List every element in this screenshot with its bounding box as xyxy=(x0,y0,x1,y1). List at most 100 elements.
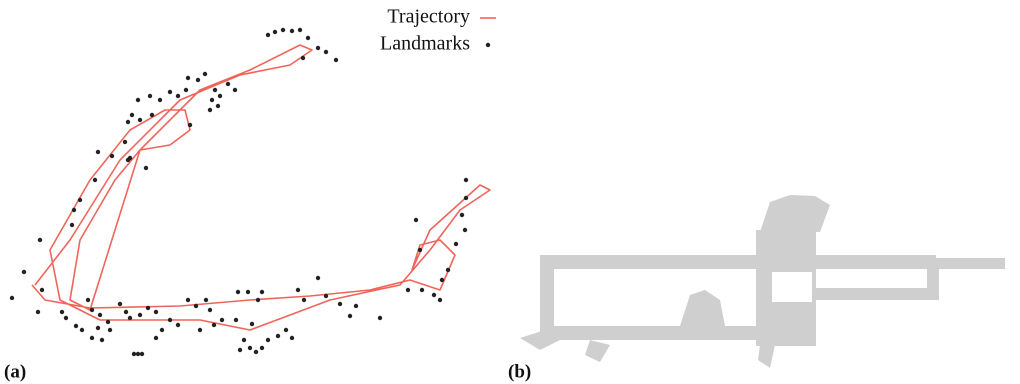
landmark-point xyxy=(136,98,140,102)
landmark-point xyxy=(298,28,302,32)
landmark-point xyxy=(463,228,467,232)
landmark-point xyxy=(64,316,68,320)
landmark-point xyxy=(306,36,310,40)
landmark-point xyxy=(210,98,214,102)
landmark-point xyxy=(130,113,134,117)
landmark-point xyxy=(198,328,202,332)
landmark-point xyxy=(213,88,217,92)
landmark-point xyxy=(60,310,64,314)
landmark-point xyxy=(126,120,130,124)
landmark-point xyxy=(194,304,198,308)
map-open-area xyxy=(680,290,725,326)
landmark-point xyxy=(184,88,188,92)
legend-label: Trajectory xyxy=(387,6,470,28)
landmark-point xyxy=(154,310,158,314)
map-corridor xyxy=(816,288,936,300)
landmark-point xyxy=(254,350,258,354)
landmark-point xyxy=(216,104,220,108)
landmark-point xyxy=(256,298,260,302)
landmark-point xyxy=(93,178,97,182)
landmark-point xyxy=(464,178,468,182)
legend-marker xyxy=(486,43,490,47)
landmark-point xyxy=(148,94,152,98)
landmark-point xyxy=(273,30,277,34)
landmark-point xyxy=(110,154,114,158)
landmark-point xyxy=(140,352,144,356)
landmark-point xyxy=(324,294,328,298)
landmark-point xyxy=(98,313,102,317)
landmark-point xyxy=(302,298,306,302)
landmark-point xyxy=(168,318,172,322)
landmark-point xyxy=(204,298,208,302)
landmark-point xyxy=(420,288,424,292)
landmark-point xyxy=(124,310,128,314)
landmark-point xyxy=(118,302,122,306)
map-open-area xyxy=(585,340,610,362)
landmark-point xyxy=(316,46,320,50)
landmark-point xyxy=(248,346,252,350)
landmark-point xyxy=(290,29,294,33)
figure: (a) (b) TrajectoryLandmarks xyxy=(0,0,1020,384)
landmark-point xyxy=(284,328,288,332)
landmark-point xyxy=(460,213,464,217)
landmark-point xyxy=(276,334,280,338)
landmark-point xyxy=(348,314,352,318)
landmark-point xyxy=(290,336,294,340)
landmark-point xyxy=(250,322,254,326)
landmark-point xyxy=(316,276,320,280)
landmark-point xyxy=(36,310,40,314)
landmark-point xyxy=(266,33,270,37)
landmark-point xyxy=(440,278,444,282)
landmark-point xyxy=(150,113,154,117)
map-corridor xyxy=(930,258,1005,269)
landmark-point xyxy=(90,336,94,340)
landmark-point xyxy=(378,316,382,320)
landmark-point xyxy=(438,298,442,302)
landmark-point xyxy=(281,28,285,32)
landmark-point xyxy=(324,50,328,54)
occupancy-map xyxy=(520,195,1005,368)
landmark-point xyxy=(260,346,264,350)
landmark-point xyxy=(72,208,76,212)
landmark-point xyxy=(220,318,224,322)
landmark-point xyxy=(38,238,42,242)
landmark-point xyxy=(168,90,172,94)
landmark-point xyxy=(74,324,78,328)
landmark-point xyxy=(96,150,100,154)
landmark-point xyxy=(138,313,142,317)
map-corridor xyxy=(816,255,936,269)
map-open-area xyxy=(758,345,775,368)
map-corridor xyxy=(540,255,765,269)
panel-label: (a) xyxy=(4,361,26,382)
landmark-point xyxy=(334,58,338,62)
landmark-point xyxy=(266,338,270,342)
landmark-point xyxy=(10,296,14,300)
landmark-point xyxy=(188,123,192,127)
landmark-point xyxy=(96,326,100,330)
landmark-point xyxy=(160,328,164,332)
landmark-point xyxy=(128,316,132,320)
landmark-point xyxy=(208,308,212,312)
landmark-point xyxy=(418,248,422,252)
landmark-point xyxy=(136,352,140,356)
landmark-point xyxy=(203,72,207,76)
landmark-point xyxy=(123,140,127,144)
map-open-area xyxy=(760,195,830,232)
landmark-point xyxy=(80,328,84,332)
landmark-point xyxy=(406,288,410,292)
landmark-point xyxy=(108,328,112,332)
landmark-point xyxy=(301,56,305,60)
landmark-point xyxy=(218,94,222,98)
trajectory-line xyxy=(32,45,490,330)
landmark-point xyxy=(22,270,26,274)
landmark-point xyxy=(176,323,180,327)
landmark-point xyxy=(454,242,458,246)
landmark-point xyxy=(446,268,450,272)
landmark-point xyxy=(296,288,300,292)
landmark-point xyxy=(132,352,136,356)
landmark-point xyxy=(70,223,74,227)
landmark-point xyxy=(100,338,104,342)
landmark-point xyxy=(233,88,237,92)
landmark-point xyxy=(242,338,246,342)
map-wall xyxy=(772,272,812,302)
